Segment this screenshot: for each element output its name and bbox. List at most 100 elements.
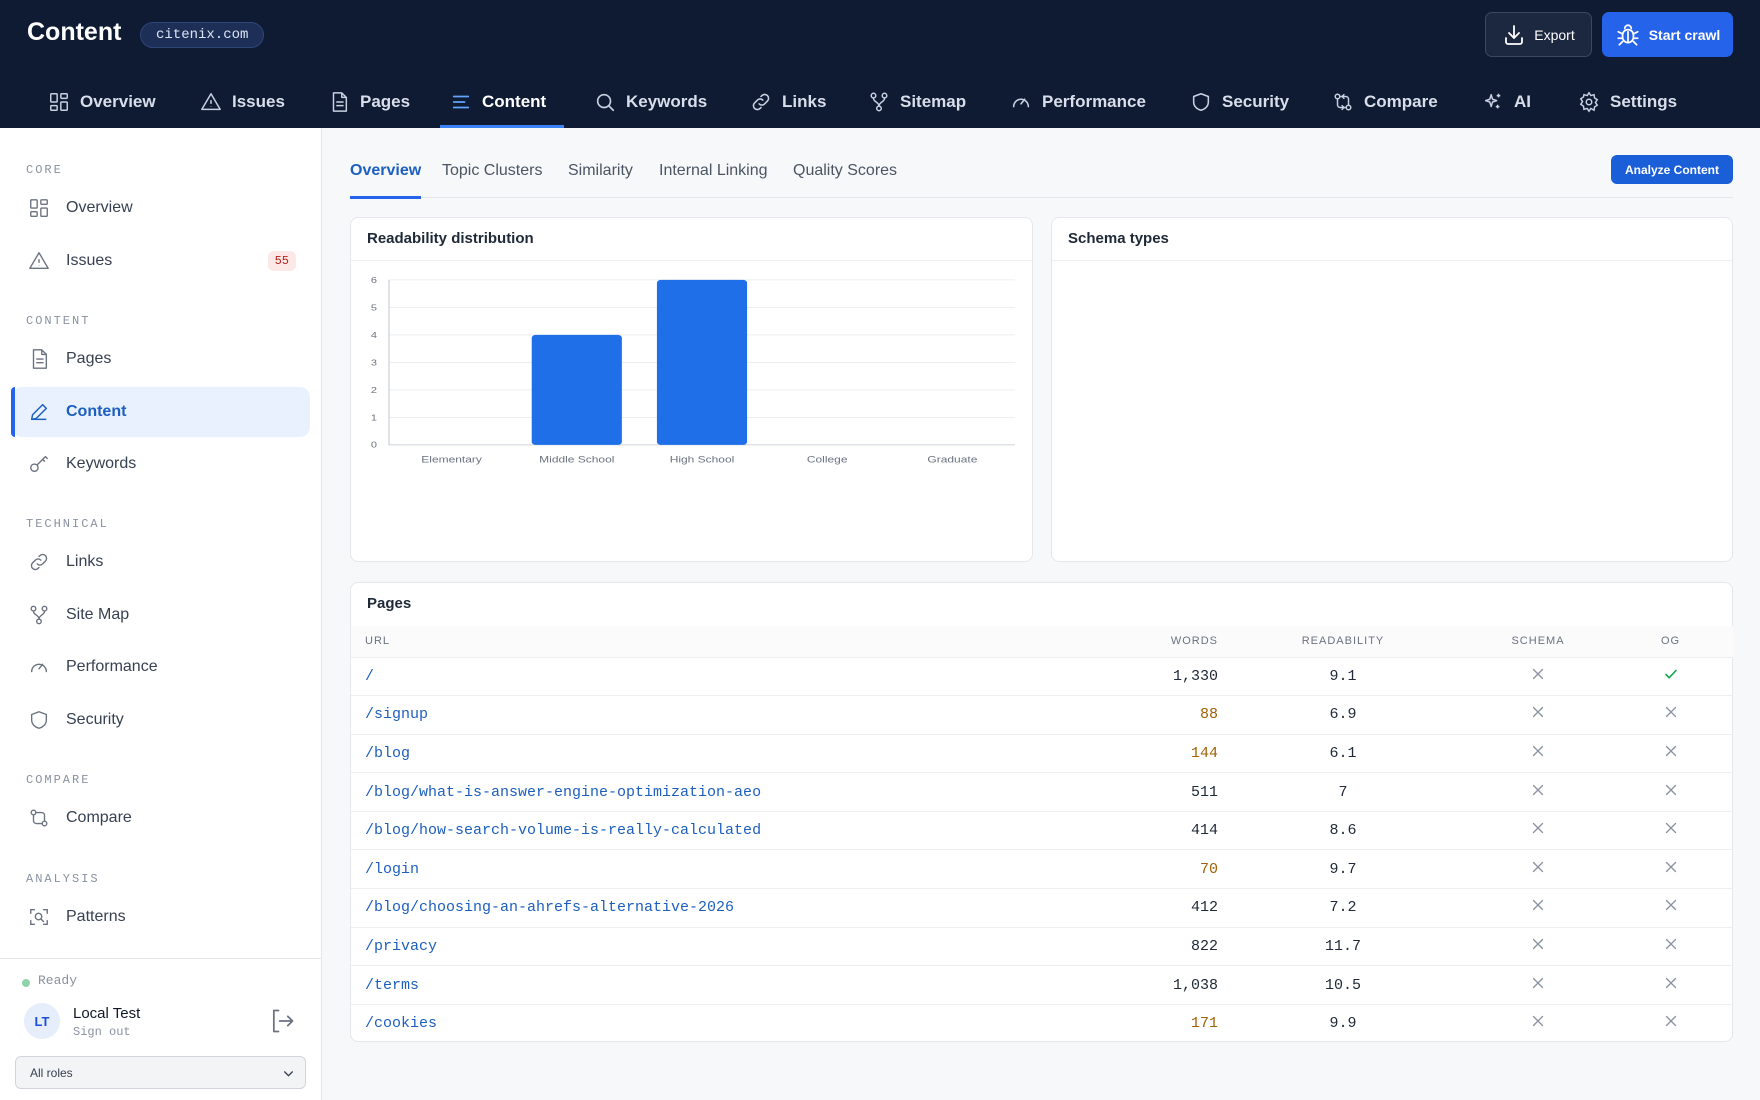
tab-quality-scores[interactable]: Quality Scores [793, 162, 898, 179]
page-url-link[interactable]: / [351, 657, 1108, 697]
page-url-link[interactable]: /blog [351, 734, 1108, 774]
page-title: Content [27, 18, 122, 46]
y-tick-label: 4 [371, 331, 378, 340]
topnav-compare[interactable]: Compare [1332, 76, 1438, 128]
x-icon [1531, 938, 1545, 956]
sign-out-link[interactable]: Sign out [73, 1025, 131, 1039]
section-label-technical: TECHNICAL [26, 517, 109, 531]
topnav-sitemap[interactable]: Sitemap [868, 76, 966, 128]
table-row[interactable]: /signup 88 6.9 [351, 695, 1733, 735]
readability-chart: 0 1 2 3 4 5 6 Elementary Middle School High Schoo… [371, 276, 1015, 465]
status-indicator [22, 979, 30, 987]
shield-icon [1192, 92, 1210, 112]
gear-icon [1579, 91, 1599, 113]
page-url-link[interactable]: /privacy [351, 927, 1108, 967]
key-icon [30, 455, 48, 473]
x-icon [1664, 938, 1678, 956]
topnav-security[interactable]: Security [1190, 76, 1289, 128]
page-url-link[interactable]: /blog/choosing-an-ahrefs-alternative-202… [351, 888, 1108, 928]
x-icon [1664, 823, 1678, 840]
lines-icon [452, 95, 470, 109]
role-select[interactable]: All roles [15, 1056, 306, 1089]
status-text: Ready [38, 973, 78, 988]
sidebar-item-sitemap[interactable]: Site Map [12, 590, 310, 640]
column-header-schema[interactable]: SCHEMA [1468, 626, 1608, 658]
table-row[interactable]: /privacy 822 11.7 [351, 927, 1733, 967]
table-row[interactable]: /blog/choosing-an-ahrefs-alternative-202… [351, 888, 1733, 928]
x-icon [1531, 900, 1545, 917]
sidebar-item-label: Links [66, 553, 104, 570]
issues-count-badge: 55 [267, 251, 296, 271]
table-row[interactable]: /login 70 9.7 [351, 849, 1733, 890]
export-button[interactable]: Export [1485, 12, 1592, 57]
column-header-readability[interactable]: READABILITY [1218, 626, 1468, 658]
section-label-core: CORE [26, 163, 63, 177]
start-crawl-button[interactable]: Start crawl [1602, 12, 1733, 57]
analyze-content-button[interactable]: Analyze Content [1611, 155, 1733, 184]
topnav-performance[interactable]: Performance [1010, 76, 1146, 128]
page-url-link[interactable]: /blog/what-is-answer-engine-optimization… [351, 772, 1108, 812]
page-url-link[interactable]: /cookies [365, 1015, 438, 1033]
warning-icon [29, 252, 49, 270]
schema-status [1468, 965, 1608, 1005]
table-row[interactable]: /blog/what-is-answer-engine-optimization… [351, 772, 1733, 812]
y-tick-label: 6 [371, 276, 377, 285]
word-count: 171 [1190, 1015, 1218, 1033]
avatar: LT [24, 1003, 60, 1039]
topnav-pages[interactable]: Pages [328, 76, 410, 128]
schema-status [1468, 772, 1608, 812]
page-url-link[interactable]: /signup [351, 695, 1108, 735]
column-header-url[interactable]: URL [351, 626, 1108, 658]
sidebar-item-keywords[interactable]: Keywords [12, 439, 310, 489]
table-row[interactable]: /blog/how-search-volume-is-really-calcul… [351, 811, 1733, 851]
schema-types-title: Schema types [1068, 230, 1169, 247]
topnav-issues[interactable]: Issues [200, 76, 285, 128]
og-status [1608, 965, 1733, 1005]
page-url-link[interactable]: /login [351, 849, 1108, 890]
x-icon [1531, 1016, 1545, 1033]
sidebar-item-pages[interactable]: Pages [12, 334, 310, 384]
sidebar-item-links[interactable]: Links [12, 537, 310, 587]
sidebar-item-compare[interactable]: Compare [12, 793, 310, 843]
tab-internal-linking[interactable]: Internal Linking [659, 162, 768, 179]
column-header-og[interactable]: OG [1608, 626, 1733, 658]
pencil-icon [30, 403, 48, 421]
topnav-settings[interactable]: Settings [1578, 76, 1677, 128]
sidebar-item-security[interactable]: Security [12, 695, 310, 745]
sidebar-item-label: Performance [66, 658, 158, 675]
scan-icon [30, 908, 48, 926]
sidebar-item-issues[interactable]: Issues 55 [12, 236, 310, 286]
topnav-ai[interactable]: AI [1482, 76, 1531, 128]
og-status [1608, 657, 1733, 697]
topnav-keywords[interactable]: Keywords [594, 76, 707, 128]
column-header-words[interactable]: WORDS [1108, 626, 1218, 658]
sidebar-item-label: Patterns [66, 908, 126, 925]
sidebar-item-label: Keywords [66, 455, 137, 472]
logout-icon[interactable] [268, 1007, 296, 1035]
table-row[interactable]: /1,330 9.1 [351, 657, 1733, 697]
page-url-link[interactable]: /terms [351, 965, 1108, 1005]
page-url-link[interactable]: /blog/how-search-volume-is-really-calcul… [351, 811, 1108, 851]
sidebar-item-overview[interactable]: Overview [12, 183, 310, 233]
table-row[interactable]: /blog 144 6.1 [351, 734, 1733, 774]
word-count: 412 [1108, 888, 1218, 928]
sidebar-item-performance[interactable]: Performance [12, 642, 310, 692]
topnav-overview[interactable]: Overview [48, 76, 156, 128]
pages-table-body: /1,330 9.1/signup 88 6.9/blog 144 6.1/blog/wh… [351, 657, 1733, 1043]
word-count: 822 [1108, 927, 1218, 967]
sidebar-item-patterns[interactable]: Patterns [12, 892, 310, 942]
table-row[interactable]: /cookies 171 9.9 [351, 1004, 1733, 1043]
tab-similarity[interactable]: Similarity [568, 162, 633, 179]
topnav-content[interactable]: Content [439, 76, 565, 128]
sidebar-item-content[interactable]: Content [11, 387, 310, 437]
tab-topic-clusters[interactable]: Topic Clusters [442, 162, 543, 179]
domain-badge[interactable]: citenix.com [140, 22, 265, 48]
tab-overview[interactable]: Overview [350, 162, 422, 199]
app-header: Content citenix.com Export Start crawl O… [0, 0, 1760, 128]
og-status [1608, 772, 1733, 812]
schema-status [1468, 849, 1608, 890]
table-row[interactable]: /terms 1,038 10.5 [351, 965, 1733, 1005]
x-icon [1531, 784, 1545, 802]
x-tick-label: College [807, 456, 848, 465]
topnav-links[interactable]: Links [750, 76, 826, 128]
